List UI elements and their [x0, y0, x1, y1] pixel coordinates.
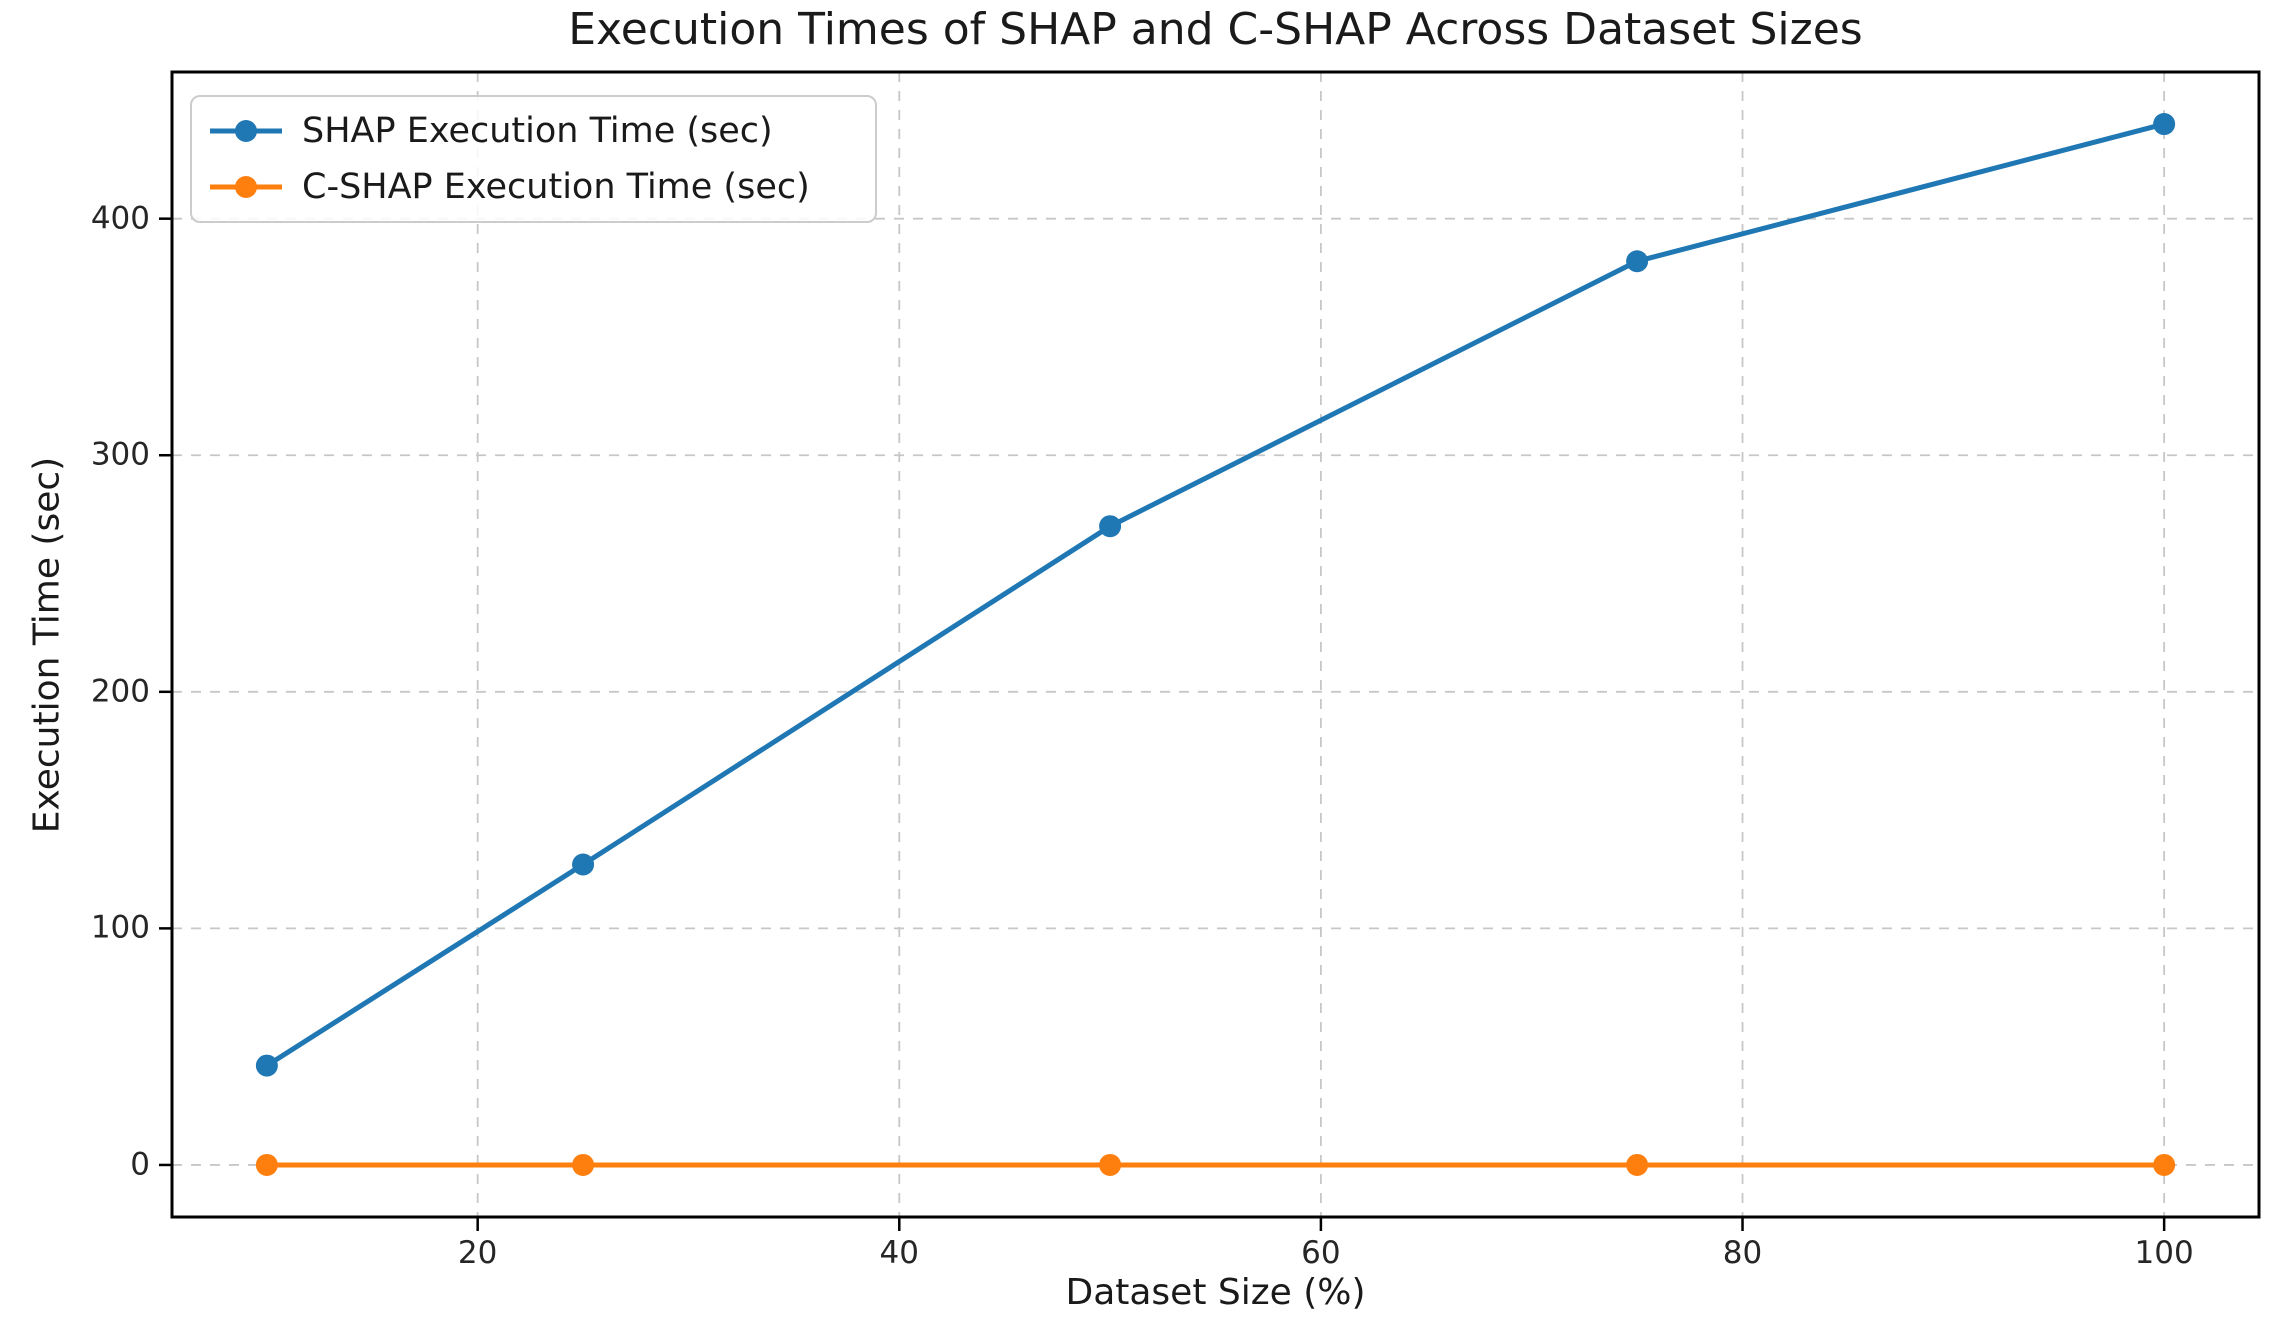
- series-1-marker-x50: [1099, 1153, 1122, 1176]
- y-tick-label-0: 0: [130, 1146, 150, 1183]
- y-tick-label-200: 200: [90, 673, 150, 710]
- series-1-marker-x100: [2153, 1153, 2176, 1176]
- x-tick-label-100: 100: [2134, 1235, 2194, 1271]
- series-1-marker-x75: [1626, 1153, 1649, 1176]
- series-1-marker-x10: [255, 1153, 278, 1176]
- x-tick-label-80: 80: [1722, 1235, 1763, 1271]
- y-tick-label-400: 400: [90, 200, 150, 237]
- series-1-marker-x25: [572, 1153, 595, 1176]
- legend-item-1: C-SHAP Execution Time (sec): [208, 160, 875, 214]
- series-0-marker-x25: [572, 853, 595, 876]
- legend-label-0: SHAP Execution Time (sec): [302, 111, 773, 151]
- series-0-marker-x75: [1626, 250, 1649, 273]
- x-tick-label-60: 60: [1301, 1235, 1341, 1271]
- y-tick-label-300: 300: [90, 436, 150, 473]
- legend-line-marker-icon: [210, 176, 282, 198]
- series-0-marker-x50: [1099, 515, 1122, 538]
- x-tick-label-20: 20: [457, 1235, 498, 1271]
- plot-border: [170, 70, 2261, 1219]
- series-0-marker-x100: [2153, 113, 2176, 136]
- series-line-0: [264, 121, 2167, 1069]
- y-axis-label: Execution Time (sec): [26, 456, 68, 834]
- legend-label-1: C-SHAP Execution Time (sec): [302, 167, 810, 207]
- y-tick-label-100: 100: [90, 909, 150, 946]
- x-axis-label: Dataset Size (%): [1065, 1272, 1366, 1313]
- legend-item-0: SHAP Execution Time (sec): [208, 104, 875, 158]
- series-0-marker-x10: [255, 1054, 278, 1077]
- chart-title: Execution Times of SHAP and C-SHAP Acros…: [568, 4, 1863, 55]
- x-tick-label-40: 40: [879, 1235, 920, 1271]
- legend: SHAP Execution Time (sec) C-SHAP Executio…: [190, 95, 877, 223]
- legend-line-marker-icon: [210, 120, 282, 142]
